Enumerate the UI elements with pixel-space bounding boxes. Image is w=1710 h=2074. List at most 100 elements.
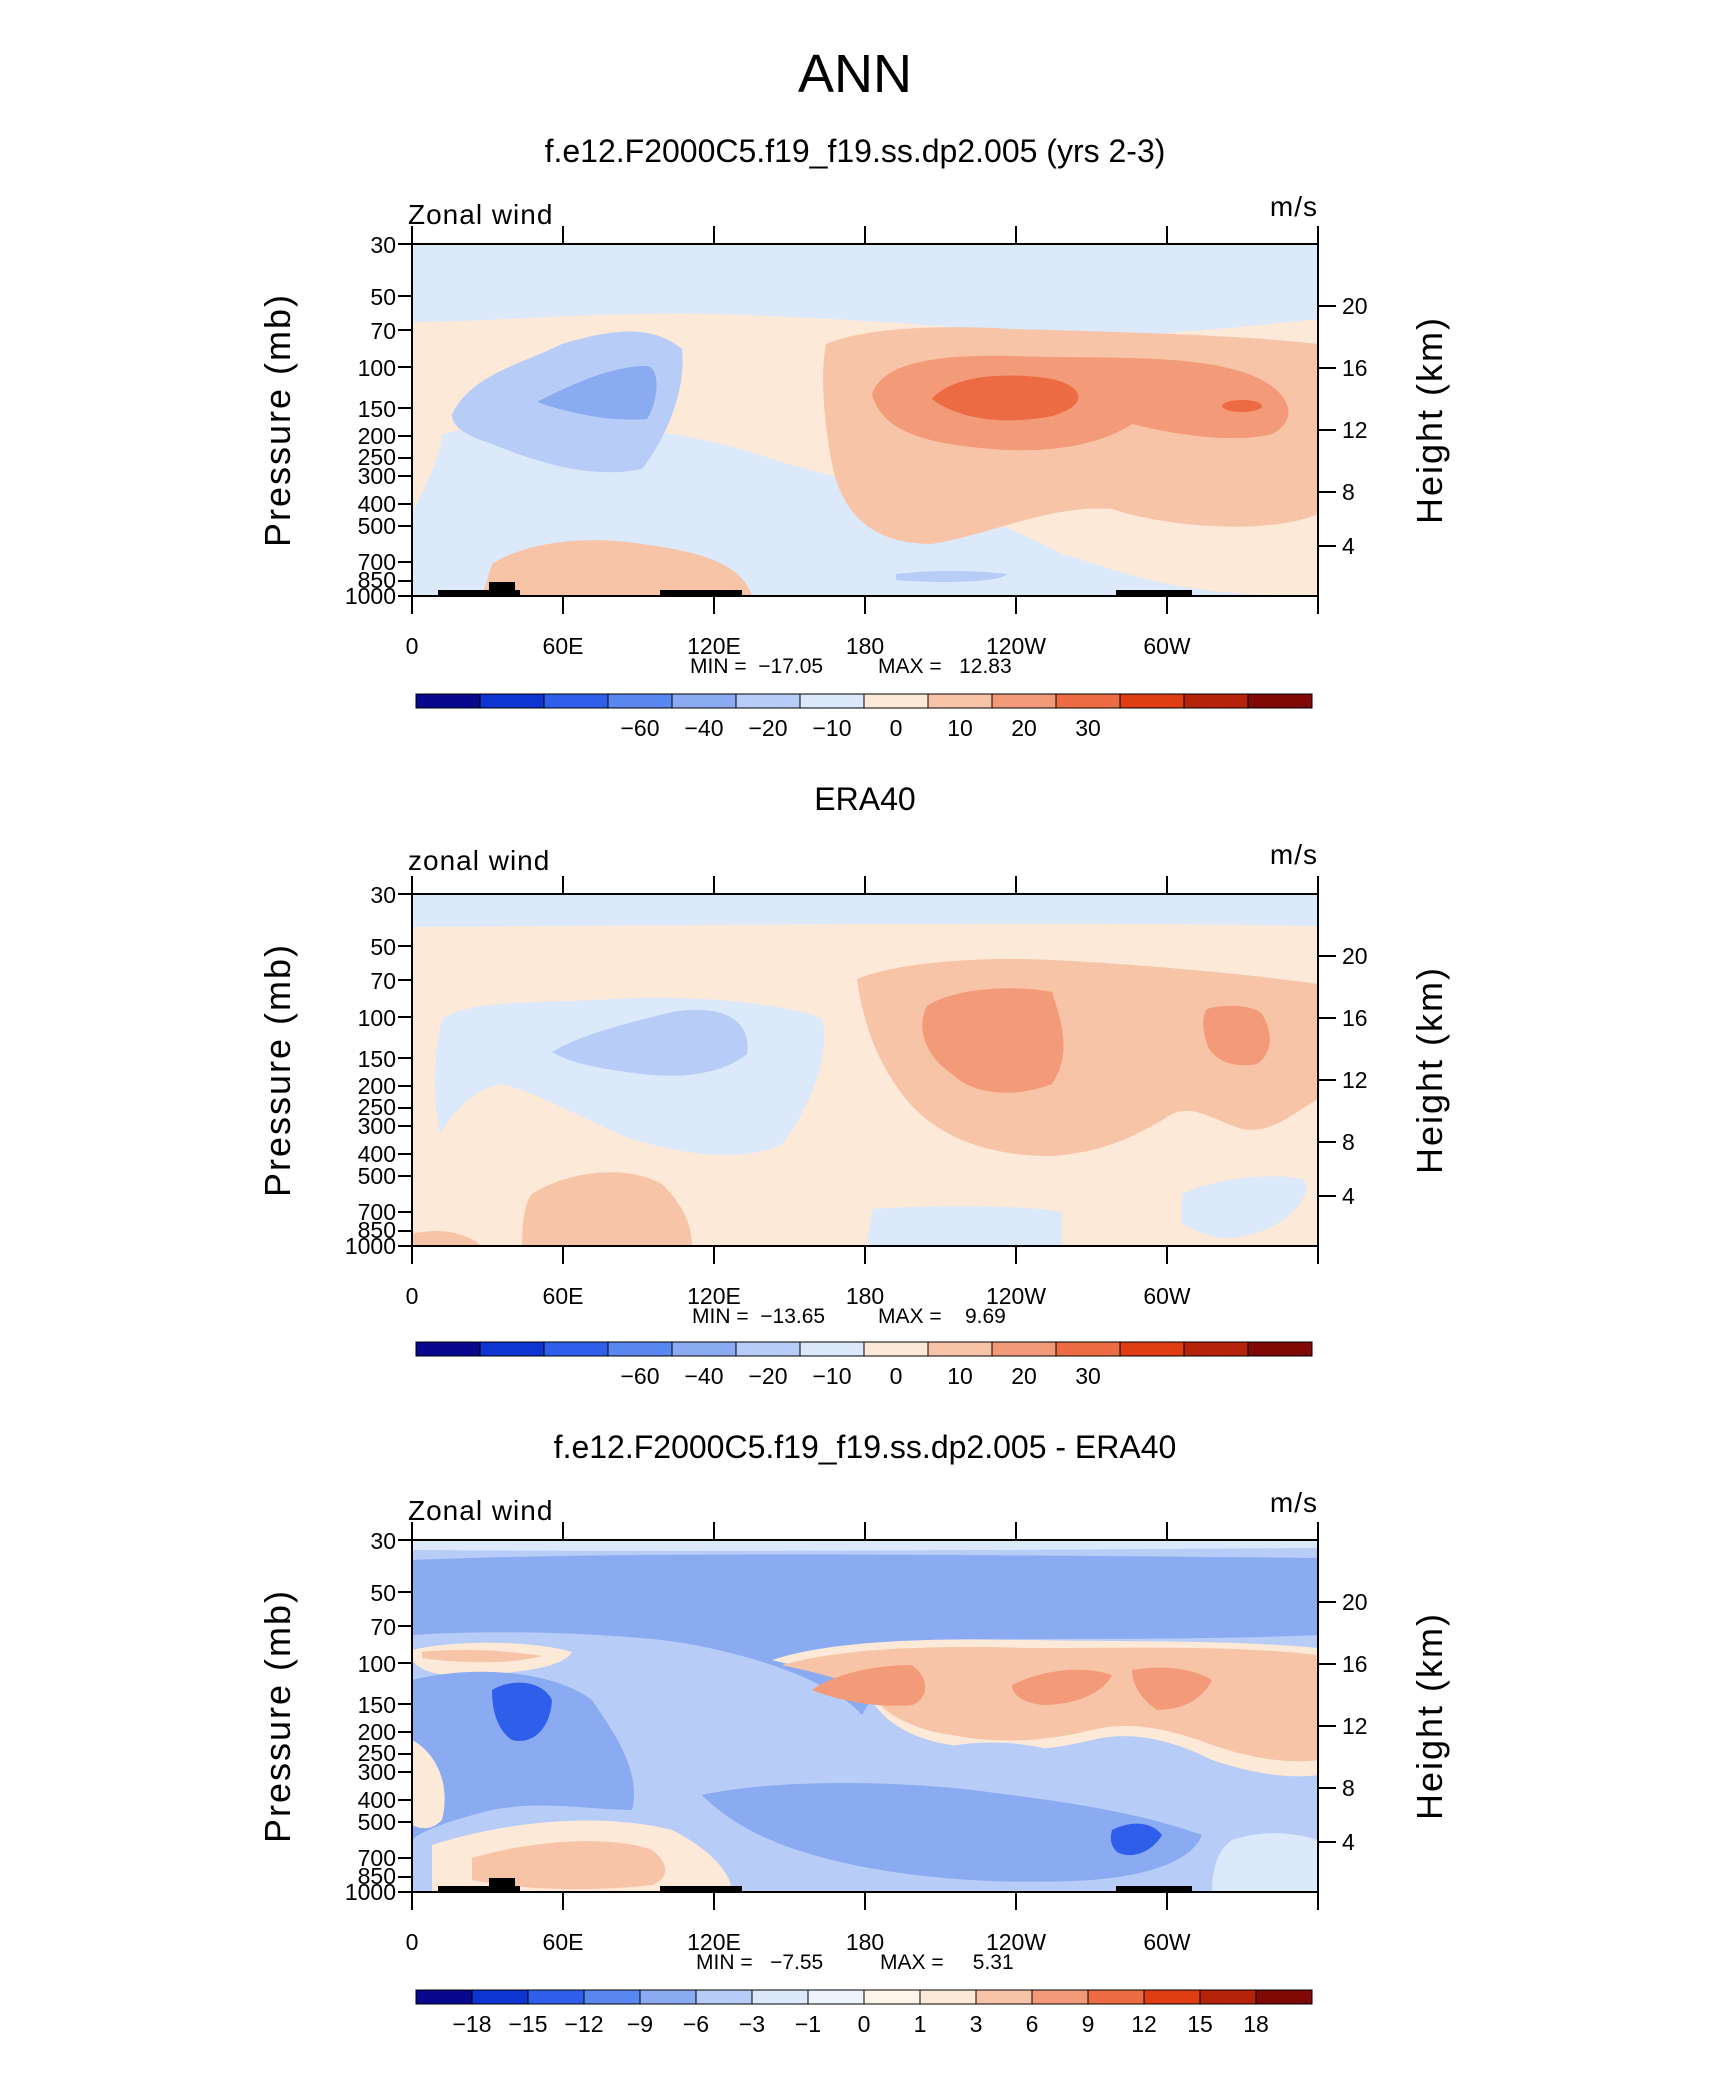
colorbar-label: −15 xyxy=(508,2011,547,2037)
panel-model: f.e12.F2000C5.f19_f19.ss.dp2.005 (yrs 2-… xyxy=(257,133,1450,741)
colorbar-swatch xyxy=(1055,693,1121,709)
colorbar: −60 −40 −20 −10 0 10 20 30 xyxy=(415,693,1313,741)
y-right-tick-label: 4 xyxy=(1342,1829,1355,1855)
colorbar-swatch xyxy=(479,1341,545,1357)
plot-area: 30 50 70 100 150 200 250 300 400 500 700… xyxy=(257,1522,1450,1974)
y-tick-label: 300 xyxy=(358,463,396,489)
colorbar-label: −10 xyxy=(812,1363,851,1389)
colorbar-label: 0 xyxy=(858,2011,871,2037)
colorbar-swatch xyxy=(975,1989,1033,2005)
min-label: MIN = −7.55 xyxy=(696,1951,823,1974)
x-tick-label: 120W xyxy=(986,1929,1046,1955)
x-tick-label: 0 xyxy=(406,633,419,659)
contour-pos-west-low xyxy=(412,1740,445,1829)
y-right-tick-label: 16 xyxy=(1342,355,1368,381)
x-tick-label: 120W xyxy=(986,633,1046,659)
colorbar-label: −40 xyxy=(684,1363,723,1389)
colorbar-swatch xyxy=(583,1989,641,2005)
colorbar-swatch xyxy=(415,1341,481,1357)
x-tick-label: 120E xyxy=(687,1929,741,1955)
contour-pos-low2 xyxy=(412,1231,482,1246)
y-axis-label: Pressure (mb) xyxy=(257,293,298,547)
contour-pos-core-b xyxy=(1012,1669,1112,1705)
colorbar: −18 −15 −12 −9 −6 −3 −1 0 1 3 6 9 12 15 18 xyxy=(415,1989,1313,2037)
x-tick-label: 60E xyxy=(543,1929,584,1955)
colorbar-label: −40 xyxy=(684,715,723,741)
x-tick-label: 120E xyxy=(687,633,741,659)
contour-pos-max xyxy=(932,375,1079,421)
min-label: MIN = −17.05 xyxy=(690,655,823,678)
y-tick-label: 400 xyxy=(358,1787,396,1813)
y-tick-label: 850 xyxy=(358,1217,396,1243)
panel-title: f.e12.F2000C5.f19_f19.ss.dp2.005 (yrs 2-… xyxy=(545,133,1166,169)
topo-block xyxy=(438,590,520,596)
colorbar-swatch xyxy=(1119,1341,1185,1357)
colorbar-label: −20 xyxy=(748,715,787,741)
x-tick-label: 120E xyxy=(687,1283,741,1309)
y-tick-label: 250 xyxy=(358,1740,396,1766)
y-tick-labels: 30 50 70 100 150 200 250 300 400 500 700… xyxy=(345,882,396,1259)
colorbar-swatch xyxy=(735,1341,801,1357)
panel-difference: f.e12.F2000C5.f19_f19.ss.dp2.005 - ERA40… xyxy=(257,1429,1450,2037)
y-tick-label: 70 xyxy=(370,318,396,344)
colorbar-swatch xyxy=(927,693,993,709)
colorbar-swatch xyxy=(543,693,609,709)
colorbar-swatch xyxy=(1143,1989,1201,2005)
colorbar-swatch xyxy=(991,693,1057,709)
y-axis-label-right: Height (km) xyxy=(1409,1612,1450,1820)
colorbar-label: 3 xyxy=(970,2011,983,2037)
x-tick-label: 60E xyxy=(543,633,584,659)
contour-neg-upper xyxy=(412,244,1318,336)
max-label: MAX = 12.83 xyxy=(878,655,1012,678)
colorbar-swatch xyxy=(799,693,865,709)
x-tick-label: 120W xyxy=(986,1283,1046,1309)
colorbar-label: −18 xyxy=(452,2011,491,2037)
colorbar-swatch xyxy=(991,1341,1057,1357)
colorbar-label: −12 xyxy=(564,2011,603,2037)
colorbar-swatch xyxy=(607,1341,673,1357)
colorbar-swatch xyxy=(735,693,801,709)
contour-pos-low xyxy=(482,540,752,596)
contour-neg-core xyxy=(552,1009,748,1076)
colorbar-label: 18 xyxy=(1243,2011,1269,2037)
y-right-tick-label: 8 xyxy=(1342,479,1355,505)
contour-pos-west-core xyxy=(422,1649,542,1663)
colorbar-swatch xyxy=(415,1989,473,2005)
colorbar-swatch xyxy=(1199,1989,1257,2005)
panel-title: f.e12.F2000C5.f19_f19.ss.dp2.005 - ERA40 xyxy=(554,1429,1177,1465)
y-right-tick-label: 12 xyxy=(1342,417,1368,443)
topo-block xyxy=(1116,590,1192,596)
contour-neg-low xyxy=(867,1206,1062,1246)
colorbar-label: 15 xyxy=(1187,2011,1213,2037)
contour-pos-core2 xyxy=(1203,1005,1270,1066)
colorbar-swatch xyxy=(927,1341,993,1357)
y-tick-label: 700 xyxy=(358,1199,396,1225)
colorbar-label: 1 xyxy=(914,2011,927,2037)
y-tick-label: 1000 xyxy=(345,1879,396,1905)
y-tick-label: 400 xyxy=(358,1141,396,1167)
y-axis-label: Pressure (mb) xyxy=(257,1589,298,1843)
colorbar-swatch xyxy=(919,1989,977,2005)
y-tick-label: 250 xyxy=(358,444,396,470)
y-tick-label: 50 xyxy=(370,1580,396,1606)
y-right-tick-labels: 20 16 12 8 4 xyxy=(1342,293,1368,559)
contour-neg-east xyxy=(412,1671,634,1840)
colorbar-swatch xyxy=(1247,693,1313,709)
y-right-tick-label: 8 xyxy=(1342,1775,1355,1801)
y-tick-label: 200 xyxy=(358,1073,396,1099)
colorbar-label: 0 xyxy=(890,715,903,741)
colorbar-label: 30 xyxy=(1075,1363,1101,1389)
y-tick-label: 250 xyxy=(358,1094,396,1120)
colorbar-swatch xyxy=(807,1989,865,2005)
y-tick-label: 200 xyxy=(358,1719,396,1745)
colorbar-label: −6 xyxy=(683,2011,709,2037)
y-right-tick-label: 20 xyxy=(1342,1589,1368,1615)
contour-pos-core-c xyxy=(1132,1667,1212,1710)
contour-neg-upper xyxy=(412,1554,1318,1715)
y-tick-label: 400 xyxy=(358,491,396,517)
colorbar-swatch xyxy=(415,693,481,709)
field-label: Zonal wind xyxy=(408,1495,553,1526)
panel-title: ERA40 xyxy=(814,781,915,817)
y-tick-label: 500 xyxy=(358,1809,396,1835)
y-right-tick-label: 4 xyxy=(1342,533,1355,559)
